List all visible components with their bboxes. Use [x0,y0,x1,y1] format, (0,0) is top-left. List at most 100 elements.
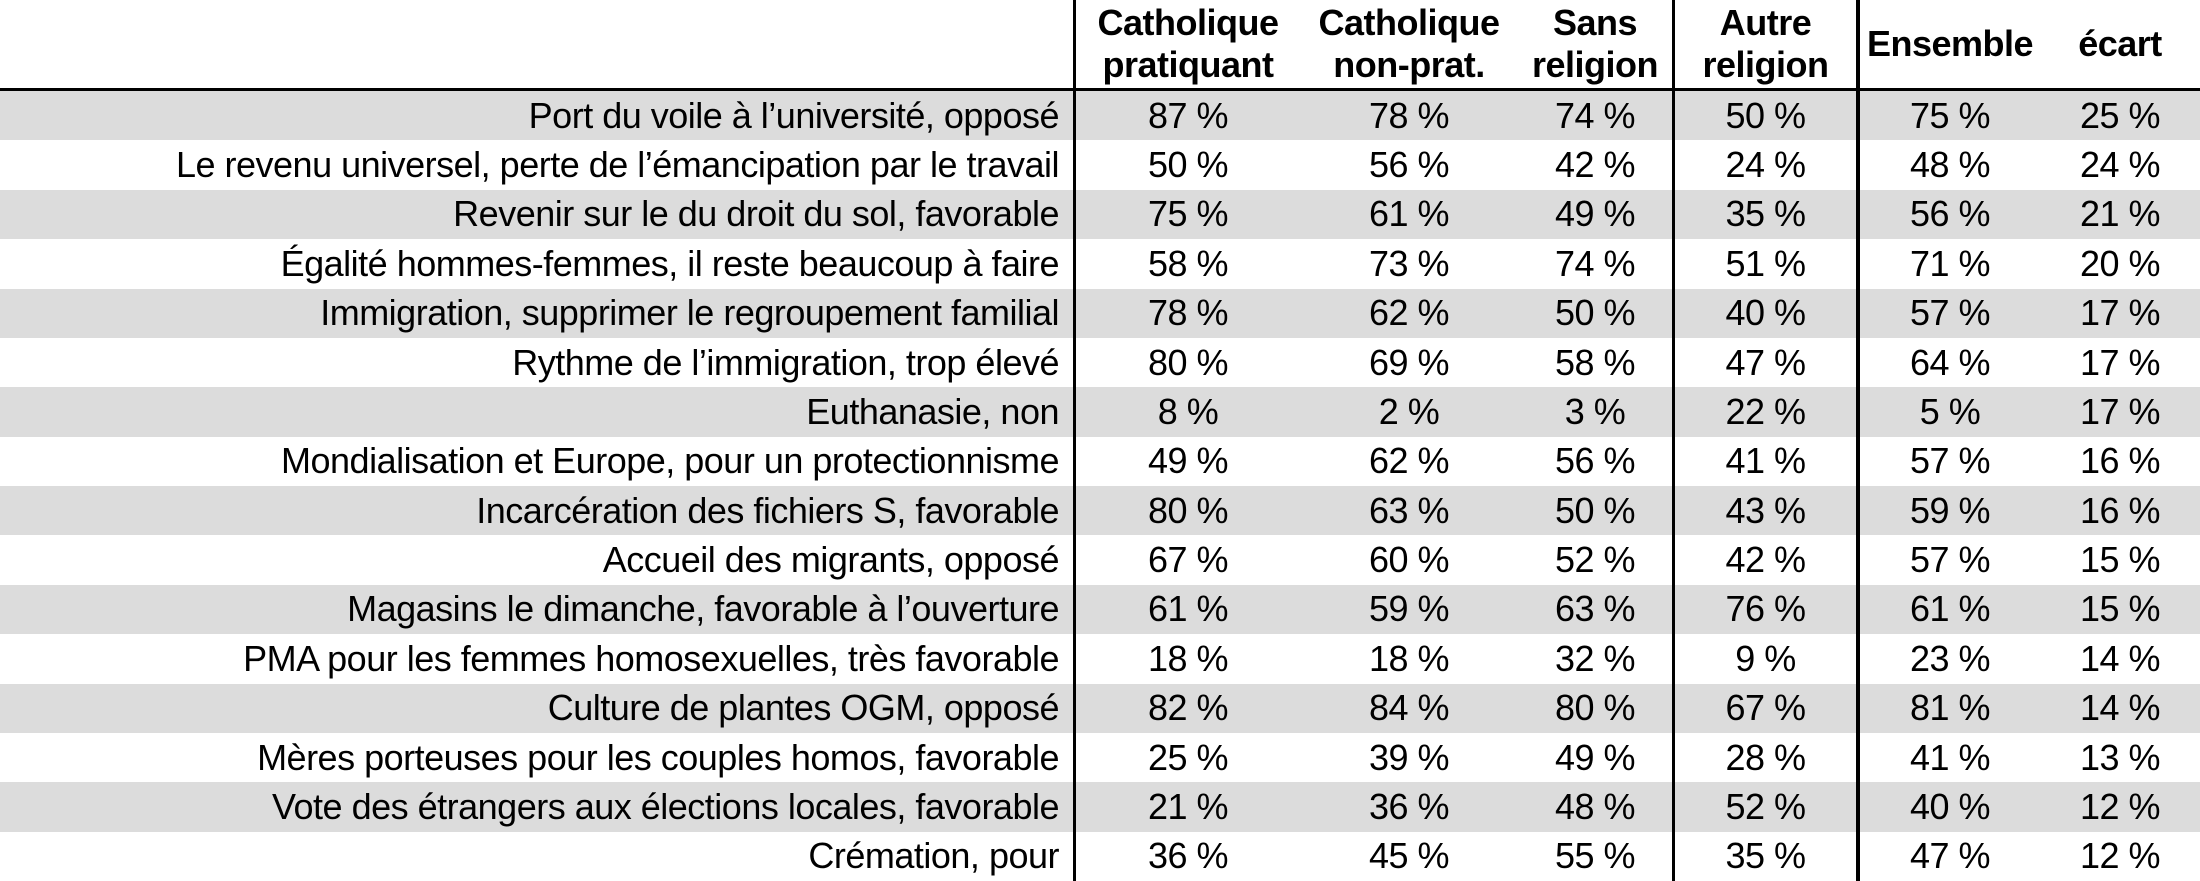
value-ecart: 15 % [2079,539,2161,581]
value-catholique-pratiquant: 67 % [1073,535,1300,585]
row-label: Mondialisation et Europe, pour un protec… [281,440,1059,482]
value-ecart: 16 % [2079,489,2161,531]
table-row: Égalité hommes-femmes, il reste beaucoup… [0,239,2200,289]
value-catholique-pratiquant: 78 % [1073,288,1300,338]
value-ecart: 25 % [2079,94,2161,136]
value-autre-religion: 28 % [1672,732,1856,783]
value-autre-religion: 67 % [1672,683,1856,733]
table-row: Crémation, pour 36 % 45 % 55 % 35 % 47 %… [0,831,2200,881]
value-sans-religion: 50 % [1554,292,1636,334]
row-label: PMA pour les femmes homosexuelles, très … [243,637,1059,679]
value-sans-religion: 58 % [1554,341,1636,383]
value-catholique-pratiquant: 75 % [1073,189,1300,240]
value-ensemble: 81 % [1856,683,2040,733]
header-catholique-pratiquant: Catholique pratiquant [1073,0,1300,88]
table-row: Port du voile à l’université, opposé 87 … [0,91,2200,141]
value-ecart: 14 % [2079,687,2161,729]
table-row: Immigration, supprimer le regroupement f… [0,288,2200,338]
value-ecart: 17 % [2079,341,2161,383]
value-ecart: 17 % [2079,390,2161,432]
header-line: non-prat. [1333,44,1485,85]
header-line: écart [2078,22,2162,64]
value-ecart: 17 % [2079,292,2161,334]
row-label: Port du voile à l’université, opposé [528,94,1060,136]
value-autre-religion: 76 % [1672,584,1856,635]
value-sans-religion: 56 % [1554,440,1636,482]
header-topic-empty [0,0,1073,88]
value-ecart: 14 % [2079,637,2161,679]
value-catholique-pratiquant: 8 % [1073,387,1300,437]
value-sans-religion: 74 % [1554,242,1636,284]
value-ensemble: 57 % [1856,535,2040,585]
value-autre-religion: 24 % [1672,140,1856,190]
value-catholique-non-pratiquant: 61 % [1368,193,1450,235]
value-autre-religion: 51 % [1672,239,1856,289]
table-row: Euthanasie, non 8 % 2 % 3 % 22 % 5 % 17 … [0,387,2200,437]
header-sans-religion: Sans religion [1518,0,1672,88]
value-catholique-non-pratiquant: 36 % [1368,785,1450,827]
table-row: Revenir sur le du droit du sol, favorabl… [0,189,2200,240]
table-header-row: Catholique pratiquant Catholique non-pra… [0,0,2200,91]
value-ecart: 20 % [2079,242,2161,284]
value-autre-religion: 42 % [1672,535,1856,585]
value-catholique-non-pratiquant: 56 % [1368,144,1450,186]
value-ensemble: 57 % [1856,288,2040,338]
value-sans-religion: 80 % [1554,687,1636,729]
header-line: Catholique [1318,1,1501,43]
value-ensemble: 57 % [1856,436,2040,486]
value-ecart: 15 % [2079,588,2161,630]
value-ensemble: 75 % [1856,91,2040,141]
row-label: Incarcération des fichiers S, favorable [476,489,1059,531]
header-line: Ensemble [1866,22,2034,64]
value-ecart: 24 % [2079,144,2161,186]
value-autre-religion: 9 % [1672,634,1856,684]
row-label: Culture de plantes OGM, opposé [547,687,1060,729]
value-sans-religion: 63 % [1554,588,1636,630]
value-catholique-non-pratiquant: 39 % [1368,736,1450,778]
value-catholique-non-pratiquant: 69 % [1368,341,1450,383]
table-row: Mondialisation et Europe, pour un protec… [0,436,2200,486]
value-ecart: 12 % [2079,835,2161,877]
value-ecart: 16 % [2079,440,2161,482]
value-catholique-non-pratiquant: 62 % [1368,292,1450,334]
header-line: Autre [1719,1,1812,43]
value-catholique-pratiquant: 36 % [1073,831,1300,881]
value-catholique-pratiquant: 87 % [1073,91,1300,141]
value-ensemble: 71 % [1856,239,2040,289]
row-label: Immigration, supprimer le regroupement f… [320,292,1059,334]
value-catholique-pratiquant: 58 % [1073,239,1300,289]
value-catholique-pratiquant: 50 % [1073,140,1300,190]
header-ensemble: Ensemble [1856,0,2040,88]
value-sans-religion: 52 % [1554,539,1636,581]
table-row: PMA pour les femmes homosexuelles, très … [0,634,2200,684]
header-catholique-non-pratiquant: Catholique non-prat. [1300,0,1518,88]
value-autre-religion: 50 % [1672,91,1856,141]
value-catholique-pratiquant: 61 % [1073,584,1300,635]
header-line: pratiquant [1102,44,1275,85]
header-ecart: écart [2040,0,2200,88]
value-ensemble: 64 % [1856,337,2040,388]
value-autre-religion: 22 % [1672,387,1856,437]
table-body: Port du voile à l’université, opposé 87 … [0,91,2200,881]
row-label: Vote des étrangers aux élections locales… [272,785,1060,827]
value-catholique-pratiquant: 49 % [1073,436,1300,486]
value-catholique-non-pratiquant: 73 % [1368,242,1450,284]
row-label: Euthanasie, non [806,390,1059,432]
value-sans-religion: 49 % [1554,193,1636,235]
table-row: Le revenu universel, perte de l’émancipa… [0,140,2200,190]
table-row: Incarcération des fichiers S, favorable … [0,486,2200,536]
value-catholique-pratiquant: 21 % [1073,782,1300,832]
value-ensemble: 23 % [1856,634,2040,684]
row-label: Égalité hommes-femmes, il reste beaucoup… [280,242,1060,284]
value-sans-religion: 48 % [1554,785,1636,827]
value-catholique-non-pratiquant: 84 % [1368,687,1450,729]
value-catholique-pratiquant: 82 % [1073,683,1300,733]
value-catholique-pratiquant: 18 % [1073,634,1300,684]
value-sans-religion: 74 % [1554,94,1636,136]
row-label: Le revenu universel, perte de l’émancipa… [175,144,1060,186]
header-line: religion [1702,44,1829,85]
table-row: Rythme de l’immigration, trop élevé 80 %… [0,337,2200,388]
row-label: Magasins le dimanche, favorable à l’ouve… [347,588,1059,630]
header-autre-religion: Autre religion [1672,0,1856,88]
